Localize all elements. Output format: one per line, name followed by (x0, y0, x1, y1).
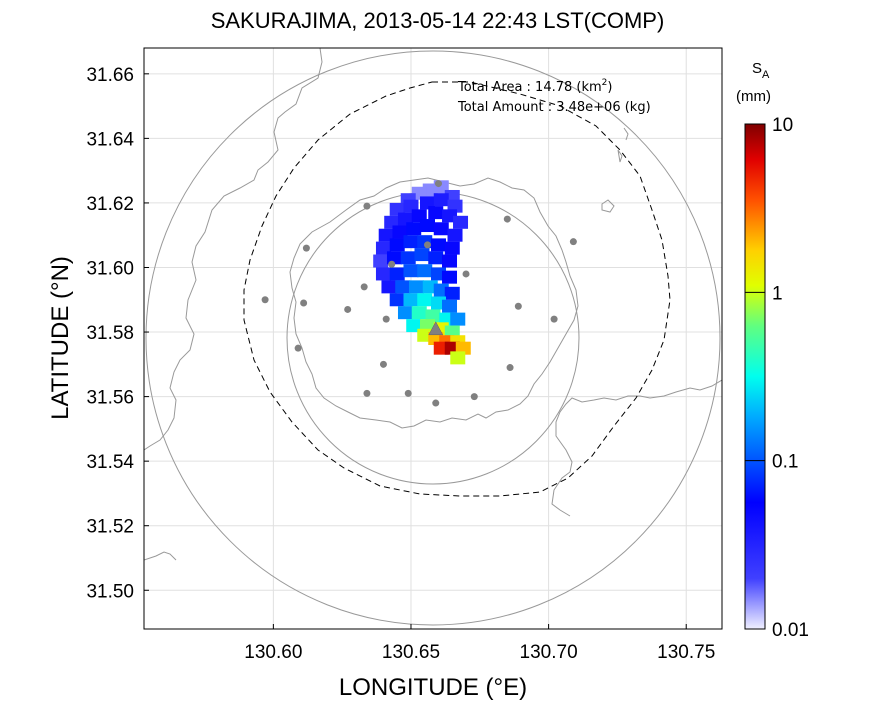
colorbar-tick-label: 0.01 (772, 620, 809, 641)
x-tick-labels: 130.60 130.65 130.70 130.75 (244, 624, 715, 663)
plume-cell (408, 280, 424, 294)
site-dot (470, 393, 478, 401)
plume-cell (428, 206, 444, 220)
site-dot (294, 344, 302, 352)
plume-cell (442, 270, 458, 284)
y-tick-label: 31.52 (86, 517, 134, 538)
total-amount-text: Total Amount : 3.48e+06 (kg) (457, 100, 651, 115)
ash-plume (373, 180, 471, 365)
plume-cell (397, 306, 413, 320)
plume-cell (406, 222, 422, 236)
plume-cell (450, 312, 466, 326)
colorbar-tick-label: 0.1 (772, 452, 798, 473)
dashed-boundary (243, 81, 671, 497)
site-dot (550, 315, 558, 323)
plume-cell (400, 251, 416, 265)
coastline-east (551, 379, 722, 517)
colorbar-tick-label: 1 (772, 283, 783, 304)
plume-cell (389, 267, 405, 281)
x-tick-label: 130.75 (657, 642, 715, 663)
plot-frame (143, 47, 723, 630)
coastline-west (144, 48, 323, 451)
plume-cell (389, 293, 405, 307)
site-dot (503, 215, 511, 223)
plume-cell (381, 280, 397, 294)
colorbar-label: SA (752, 60, 770, 81)
plume-cell (403, 293, 419, 307)
y-tick-label: 31.60 (86, 258, 134, 279)
site-dot (300, 299, 308, 307)
y-axis-label: LATITUDE (°N) (47, 256, 74, 420)
site-dot (302, 244, 310, 252)
plume-cell (433, 222, 449, 236)
plume-cell (411, 306, 427, 320)
site-dot (404, 389, 412, 397)
colorbar-unit: (mm) (736, 88, 771, 105)
plume-cell (447, 228, 463, 242)
coastline-northeast (601, 127, 629, 213)
plume-cell (395, 280, 411, 294)
colorbar (744, 123, 766, 630)
plume-cell (414, 248, 430, 262)
x-tick-label: 130.70 (520, 642, 578, 663)
plume-cell (444, 286, 460, 300)
site-dot (423, 241, 431, 249)
y-tick-label: 31.66 (86, 65, 134, 86)
plume-cell (450, 351, 466, 365)
radar-range-outer (145, 50, 721, 626)
site-dot (506, 364, 514, 372)
plume-cell (403, 235, 419, 249)
site-dot (462, 270, 470, 278)
plume-cell (444, 241, 460, 255)
colorbar-tick-label: 10 (772, 115, 793, 136)
site-dot (435, 180, 443, 188)
map-layer (144, 48, 722, 626)
x-axis-label: LONGITUDE (°E) (339, 674, 527, 701)
observation-sites (261, 180, 577, 407)
site-dot (379, 360, 387, 368)
plume-cell (403, 264, 419, 278)
site-dot (261, 296, 269, 304)
site-dot (382, 315, 390, 323)
y-tick-labels: 31.66 31.64 31.62 31.60 31.58 31.56 31.54 31.52… (86, 65, 149, 602)
site-dot (514, 302, 522, 310)
plume-cell (431, 238, 447, 252)
plume-cell (442, 254, 458, 268)
coastline-southwest (144, 551, 177, 561)
plume-cell (453, 215, 469, 229)
x-tick-label: 130.60 (244, 642, 302, 663)
plume-cell (417, 293, 433, 307)
chart-title: SAKURAJIMA, 2013-05-14 22:43 LST(COMP) (210, 8, 665, 33)
plume-cell (419, 219, 435, 233)
plume-cell (375, 267, 391, 281)
y-tick-label: 31.58 (86, 323, 134, 344)
plume-cell (417, 264, 433, 278)
colorbar-ticks: 10 1 0.1 0.01 (745, 115, 809, 641)
y-tick-label: 31.64 (86, 129, 134, 150)
y-tick-label: 31.62 (86, 194, 134, 215)
site-dot (360, 283, 368, 291)
site-dot (344, 305, 352, 313)
site-dot (432, 399, 440, 407)
vent-marker (428, 321, 444, 336)
site-dot (388, 260, 396, 268)
plume-cell (373, 254, 389, 268)
plume-cell (428, 251, 444, 265)
site-dot (363, 202, 371, 210)
total-area-text: Total Area : 14.78 (km2) (457, 78, 612, 95)
site-dot (363, 389, 371, 397)
y-tick-label: 31.54 (86, 452, 134, 473)
y-tick-label: 31.50 (86, 581, 134, 602)
plume-cell (433, 193, 449, 207)
site-dot (569, 238, 577, 246)
plume-cell (442, 299, 458, 313)
y-tick-label: 31.56 (86, 388, 134, 409)
x-tick-label: 130.65 (382, 642, 440, 663)
plume-cell (389, 238, 405, 252)
